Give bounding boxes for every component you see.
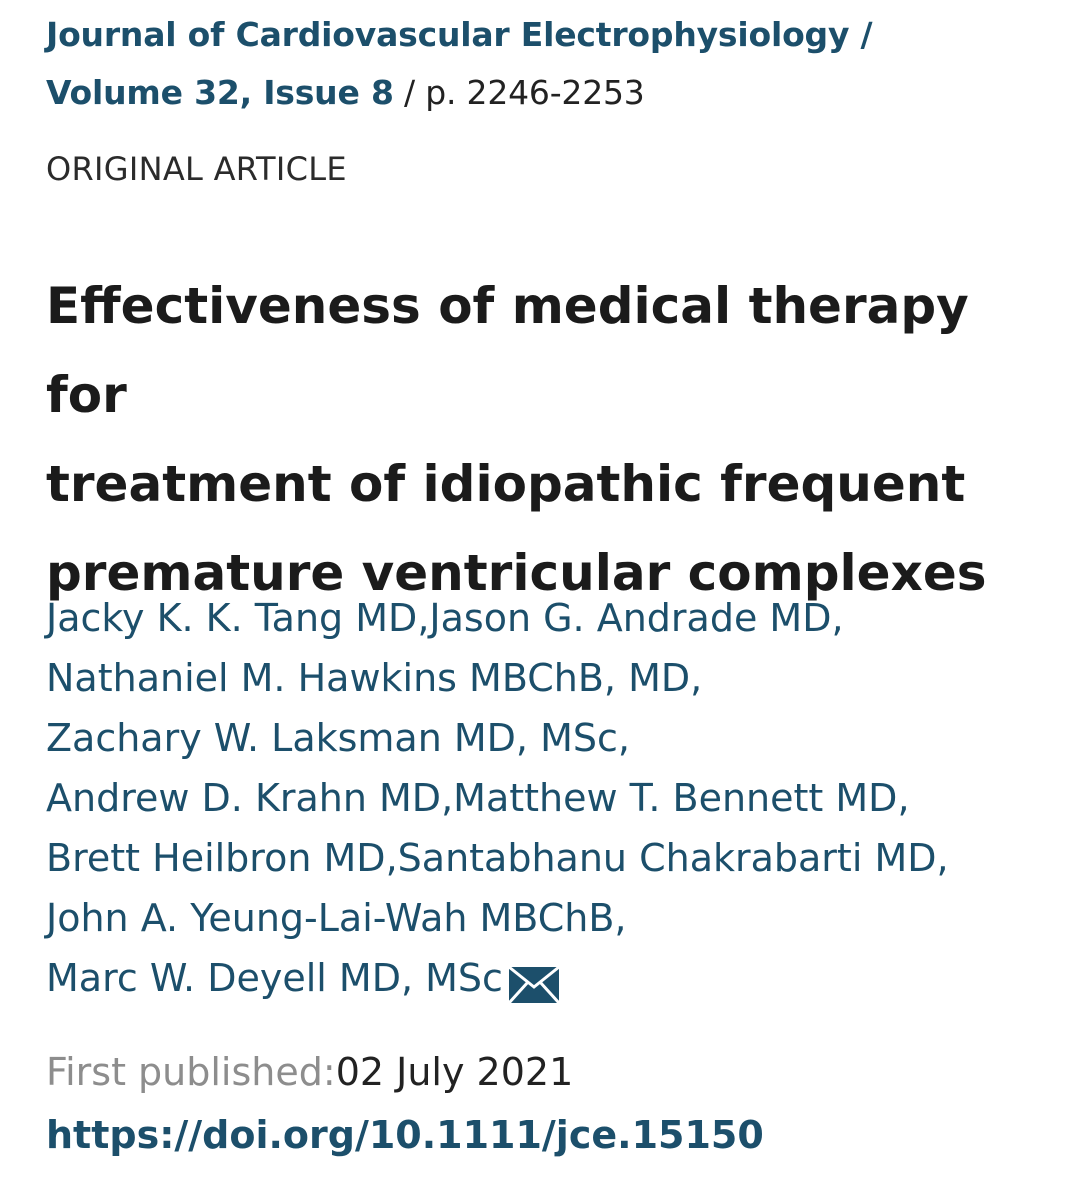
- author-separator: ,: [417, 596, 430, 640]
- page-range: / p. 2246-2253: [393, 73, 645, 112]
- doi-link[interactable]: https://doi.org/10.1111/jce.15150: [46, 1113, 764, 1157]
- author-list: Jacky K. K. Tang MD,Jason G. Andrade MD,…: [46, 588, 1046, 1008]
- journal-citation: Journal of Cardiovascular Electrophysiol…: [46, 6, 873, 122]
- author-link[interactable]: Matthew T. Bennett MD: [453, 776, 898, 820]
- publication-date: First published:02 July 2021: [46, 1050, 573, 1094]
- author-separator: ,: [690, 656, 703, 700]
- author-separator: ,: [441, 776, 454, 820]
- author-separator: ,: [936, 836, 949, 880]
- published-label: First published:: [46, 1050, 336, 1094]
- author-link[interactable]: Jacky K. K. Tang MD: [46, 596, 418, 640]
- envelope-icon[interactable]: [507, 960, 561, 1004]
- published-date: 02 July 2021: [335, 1050, 574, 1094]
- author-link[interactable]: Andrew D. Krahn MD: [46, 776, 442, 820]
- article-title: Effectiveness of medical therapy for tre…: [46, 262, 1036, 618]
- author-link[interactable]: John A. Yeung-Lai-Wah MBChB: [46, 896, 615, 940]
- author-separator: ,: [897, 776, 910, 820]
- title-line: Effectiveness of medical therapy for: [46, 277, 969, 424]
- journal-name-link[interactable]: Journal of Cardiovascular Electrophysiol…: [46, 15, 873, 54]
- author-link[interactable]: Santabhanu Chakrabarti MD: [397, 836, 937, 880]
- author-link[interactable]: Zachary W. Laksman MD, MSc: [46, 716, 618, 760]
- title-line: treatment of idiopathic frequent: [46, 455, 966, 513]
- title-line: premature ventricular complexes: [46, 544, 987, 602]
- author-separator: ,: [385, 836, 398, 880]
- author-separator: ,: [617, 716, 630, 760]
- article-type: ORIGINAL ARTICLE: [46, 150, 347, 188]
- author-link[interactable]: Jason G. Andrade MD: [429, 596, 832, 640]
- author-link[interactable]: Nathaniel M. Hawkins MBChB, MD: [46, 656, 691, 700]
- volume-issue-link[interactable]: Volume 32, Issue 8: [46, 73, 394, 112]
- author-link[interactable]: Brett Heilbron MD: [46, 836, 386, 880]
- author-separator: ,: [831, 596, 844, 640]
- author-separator: ,: [614, 896, 627, 940]
- author-link[interactable]: Marc W. Deyell MD, MSc: [46, 956, 503, 1000]
